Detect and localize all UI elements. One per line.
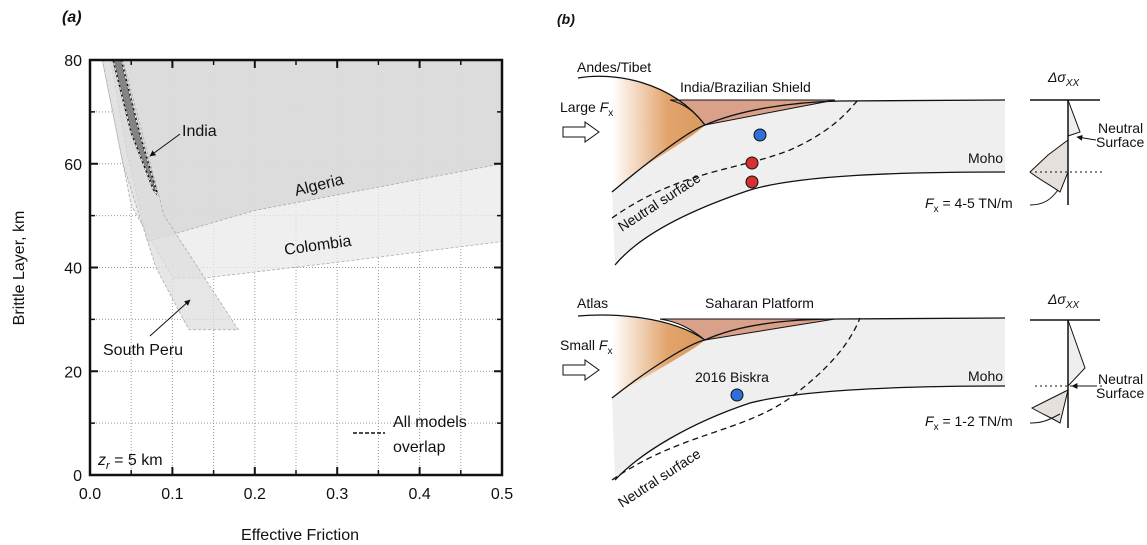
shield-label: India/Brazilian Shield [680, 79, 811, 95]
neutral-surface-label: Neutral Surface [1096, 120, 1144, 150]
stress-shape [1030, 389, 1069, 424]
y-tick-label: 0 [73, 468, 82, 485]
moho-label: Moho [968, 368, 1003, 384]
beachball [745, 175, 759, 189]
panel-label: (b) [557, 11, 575, 27]
mountain-label: Andes/Tibet [577, 59, 651, 75]
region-label: India [182, 123, 217, 140]
force-arrow [562, 359, 600, 381]
x-tick-label: 0.0 [79, 486, 101, 503]
x-tick-label: 0.3 [326, 486, 348, 503]
moho-label: Moho [968, 150, 1003, 166]
x-tick-label: 0.2 [244, 486, 266, 503]
stress-shape [1067, 319, 1086, 388]
x-tick-label: 0.1 [161, 486, 183, 503]
y-tick-label: 60 [64, 157, 82, 174]
y-tick-label: 80 [64, 53, 82, 70]
plate-top [611, 317, 1006, 399]
stress-label: ΔσXX [1047, 69, 1080, 89]
zr-subscript: r [106, 460, 111, 472]
stress-shape [1067, 99, 1081, 137]
beachball [745, 156, 759, 170]
panel-a: (a) Effective Friction Brittle Layer, km… [11, 9, 513, 544]
topography [577, 75, 706, 126]
region-label: South Peru [103, 342, 183, 359]
neutral-surface-label: Neutral Surface [1096, 371, 1144, 401]
pointer [1076, 134, 1097, 141]
shield-label: Saharan Platform [705, 295, 814, 311]
force-label: Small Fx [560, 337, 612, 357]
event-label: 2016 Biskra [695, 369, 769, 385]
x-axis-label: Effective Friction [241, 527, 359, 544]
stress-shape [1029, 139, 1069, 193]
force-value-label: Fx = 1-2 TN/m [925, 413, 1013, 433]
force-arrow [562, 121, 600, 143]
pointer [1029, 413, 1061, 424]
neutral-line [611, 317, 861, 481]
zr-label: zr = 5 km [97, 452, 163, 472]
pointer [1029, 189, 1059, 206]
mountain [612, 316, 705, 398]
top-diagram: Andes/Tibet India/Brazilian Shield Large… [560, 59, 1144, 266]
neutral-line [611, 99, 859, 219]
pointer [149, 133, 181, 157]
beachball [753, 128, 767, 142]
force-label: Large Fx [560, 99, 613, 119]
x-tick-label: 0.5 [491, 486, 513, 503]
panel-b: (b) Andes/Tibet India/Brazilian Shield L… [557, 11, 1144, 511]
x-tick-label: 0.4 [408, 486, 430, 503]
pointer [149, 299, 191, 337]
plate-top [611, 99, 1006, 193]
y-tick-label: 20 [64, 364, 82, 381]
legend-label: overlap [393, 439, 446, 456]
legend-label: All models [393, 414, 467, 431]
y-axis-label: Brittle Layer, km [11, 211, 28, 326]
zr-text: = 5 km [110, 452, 163, 469]
panel-label: (a) [62, 9, 82, 26]
bottom-diagram: Atlas Saharan Platform Small Fx 2016 Bis… [560, 291, 1144, 511]
y-tick-label: 40 [64, 261, 82, 278]
beachball [730, 388, 744, 402]
topography [577, 314, 706, 341]
force-value-label: Fx = 4-5 TN/m [925, 195, 1013, 215]
stress-label: ΔσXX [1047, 291, 1080, 311]
mountain-label: Atlas [577, 295, 608, 311]
lithosphere [612, 100, 1005, 265]
moho-line [614, 385, 1006, 481]
region-overlap [112, 59, 159, 196]
lithosphere [612, 318, 1005, 480]
zr-symbol: z [97, 452, 106, 469]
moho-line [614, 171, 1006, 266]
